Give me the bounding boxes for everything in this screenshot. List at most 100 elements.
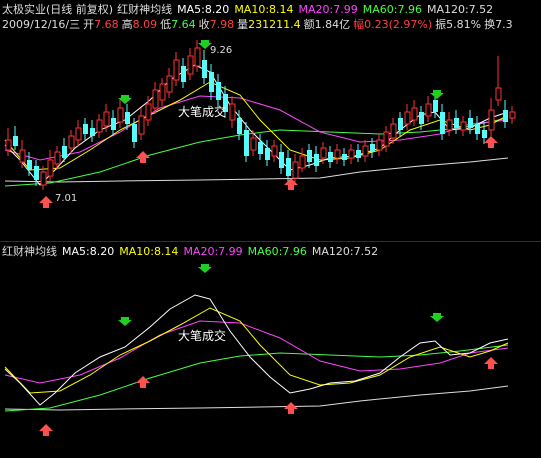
candle-body: [404, 111, 411, 125]
candle-body: [166, 75, 173, 93]
ma20-line-bottom: [4, 320, 509, 384]
candle-body: [75, 127, 82, 141]
amp-value: 5.81%: [446, 18, 482, 31]
watermark-text-bottom: 大笔成交: [178, 329, 227, 343]
indicator-panel[interactable]: 红财神均线 MA5:8.20 MA10:8.14 MA20:7.99 MA60:7.96…: [0, 243, 541, 458]
ma5-line-bottom: [4, 294, 509, 406]
candle-body: [13, 136, 18, 146]
candle-body: [376, 139, 383, 151]
candle-body: [117, 107, 124, 123]
title-row: 太极实业(日线 前复权) 红财神均线 MA5:8.20 MA10:8.14 MA20:7…: [2, 3, 498, 16]
ma120-line: [4, 157, 509, 183]
high-price-marker: 9.26: [210, 45, 233, 56]
sell-arrow-icon: [430, 90, 444, 99]
buy-arrow-icon: [484, 136, 498, 148]
candle-body: [27, 160, 32, 170]
candle-body: [348, 149, 355, 159]
low-price-marker: 7.01: [55, 193, 78, 204]
candle-body: [468, 118, 473, 128]
candle-body: [362, 145, 369, 157]
candle-body: [229, 103, 236, 121]
amp-label: 振: [435, 18, 447, 31]
ma20-legend-bottom: MA20:7.99: [183, 245, 243, 258]
candle-body: [237, 118, 242, 134]
panel-divider: [0, 241, 541, 242]
candle-body: [194, 47, 201, 67]
vol-value: 231211.4: [248, 18, 301, 31]
candle-body: [258, 142, 263, 154]
indicator-name-bottom: 红财神均线: [2, 245, 57, 258]
open-label: 开: [83, 18, 95, 31]
candle-body: [83, 124, 88, 134]
indicator-name: 红财神均线: [117, 3, 173, 16]
candle-body: [334, 149, 341, 159]
quote-date: 2009/12/16/三: [2, 18, 81, 31]
quote-row: 2009/12/16/三 开7.68 高8.09 低7.64 收7.98 量231211.…: [2, 18, 518, 31]
candle-body: [271, 145, 278, 157]
candle-body: [5, 139, 12, 151]
candle-body: [475, 124, 480, 134]
ma60-legend: MA60:7.96: [362, 3, 422, 16]
candle-body: [132, 124, 137, 142]
candle-body: [125, 112, 130, 124]
price-chart-panel[interactable]: 太极实业(日线 前复权) 红财神均线 MA5:8.20 MA10:8.14 MA20:7…: [0, 0, 541, 242]
candle-body: [250, 137, 257, 151]
chg-label: 幅: [353, 18, 365, 31]
candle-body: [495, 87, 502, 101]
candle-body: [446, 119, 453, 131]
low-label: 低: [160, 18, 172, 31]
candle-body: [19, 149, 26, 163]
indicator-chart[interactable]: [0, 243, 541, 458]
candle-body: [103, 111, 110, 127]
amt-label: 额: [303, 18, 315, 31]
ma10-legend: MA10:8.14: [234, 3, 294, 16]
sell-arrow-icon: [118, 317, 132, 326]
candle-body: [320, 147, 327, 159]
candle-body: [62, 146, 67, 158]
ma120-legend: MA120:7.52: [426, 3, 494, 16]
candle-body: [265, 148, 270, 160]
ma20-line: [4, 95, 509, 161]
candlestick-chart[interactable]: [0, 0, 541, 242]
candle-body: [314, 154, 319, 166]
candle-body: [173, 59, 180, 81]
candle-body: [152, 89, 159, 109]
close-value: 7.98: [209, 18, 235, 31]
buy-arrow-icon: [484, 357, 498, 369]
candle-body: [111, 118, 116, 130]
candle-body: [159, 83, 166, 101]
candle-body: [509, 111, 516, 119]
candle-body: [383, 131, 390, 147]
candle-body: [68, 135, 75, 149]
sell-arrow-icon: [430, 313, 444, 322]
candle-body: [47, 159, 54, 177]
candle-body: [356, 150, 361, 158]
candle-body: [209, 72, 214, 92]
candle-body: [411, 107, 418, 121]
candle-body: [187, 55, 194, 75]
ma5-line: [4, 64, 509, 186]
buy-arrow-icon: [284, 178, 298, 190]
sell-arrow-icon: [198, 40, 212, 49]
high-label: 高: [121, 18, 133, 31]
candle-body: [328, 152, 333, 162]
candle-body: [138, 115, 145, 135]
ma10-legend-bottom: MA10:8.14: [119, 245, 179, 258]
candle-body: [482, 130, 487, 138]
sell-arrow-icon: [198, 264, 212, 273]
ma-lines: [4, 64, 509, 187]
candle-body: [454, 118, 459, 128]
turn-label: 换: [484, 18, 496, 31]
candle-body: [244, 130, 249, 156]
candle-body: [292, 161, 299, 179]
candle-body: [286, 158, 291, 176]
chg-value: 0.23(2.97%): [364, 18, 433, 31]
candle-body: [216, 82, 221, 100]
turn-value: 7.3: [495, 18, 513, 31]
candle-body: [425, 103, 432, 117]
ma5-legend-bottom: MA5:8.20: [62, 245, 115, 258]
candle-body: [145, 103, 152, 121]
open-value: 7.68: [94, 18, 119, 31]
amt-value: 1.84亿: [314, 18, 351, 31]
buy-arrow-icon: [39, 196, 53, 208]
